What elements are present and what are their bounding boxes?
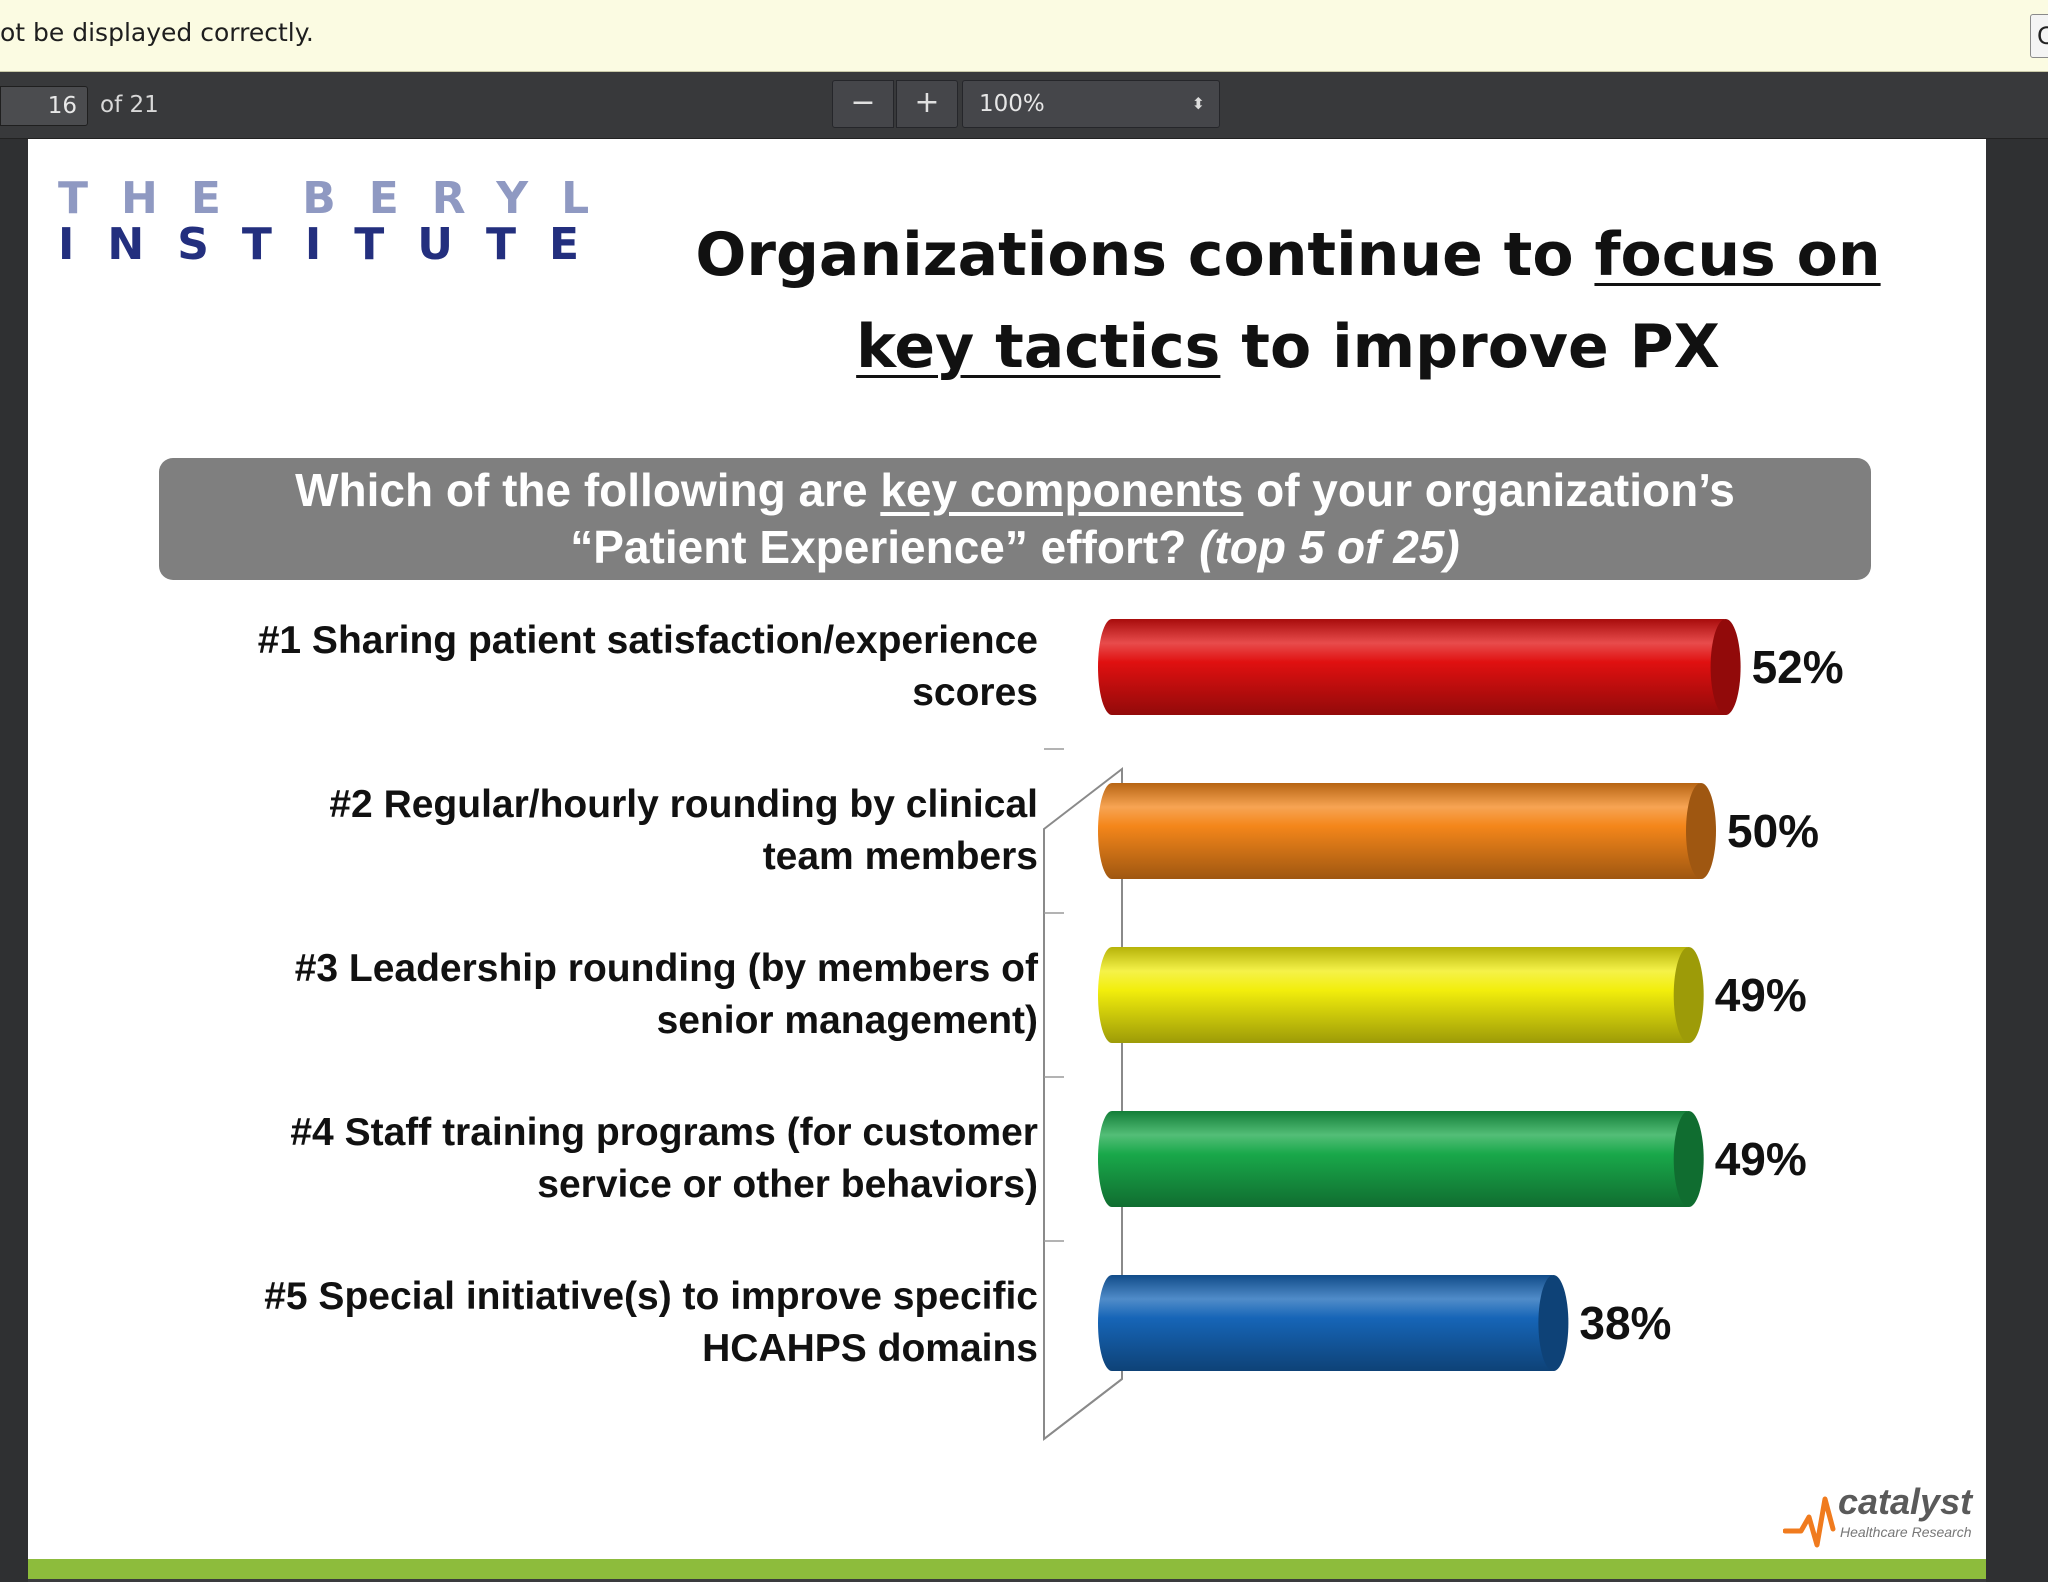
title-text-2: to improve PX: [1220, 312, 1720, 382]
chart-bar: [1098, 783, 1713, 879]
bar-chart: 52% 50% 49% 49% 38% #1 Sharing patient satis…: [28, 609, 1986, 1489]
category-label-line: scores: [912, 671, 1038, 714]
zoom-value: 100%: [979, 91, 1045, 117]
chart-bar: [1098, 1275, 1566, 1371]
viewer-right-gutter: [1986, 139, 2048, 1582]
pdf-toolbar: 16 of 21 − + 100% ⬍: [0, 72, 2048, 139]
catalyst-logo-subtext: Healthcare Research: [1840, 1524, 1972, 1540]
viewer-left-gutter: [0, 139, 28, 1582]
category-label-line: HCAHPS domains: [702, 1327, 1038, 1370]
category-label: #2 Regular/hourly rounding by clinical te…: [88, 779, 1038, 883]
chart-bar-cap: [1538, 1275, 1569, 1371]
data-label: 49%: [1715, 969, 1807, 1021]
category-label: #4 Staff training programs (for customer…: [88, 1107, 1038, 1211]
zoom-select[interactable]: 100% ⬍: [962, 80, 1220, 128]
data-label: 52%: [1752, 641, 1844, 693]
category-label-line: team members: [762, 835, 1038, 878]
category-label-line: #1 Sharing patient satisfaction/experien…: [257, 619, 1038, 662]
survey-question-box: Which of the following are key component…: [159, 458, 1871, 580]
data-label: 38%: [1579, 1297, 1671, 1349]
zoom-out-button[interactable]: −: [832, 80, 894, 128]
question-text-3: “Patient Experience” effort?: [570, 521, 1200, 573]
slide-title: Organizations continue to focus on key t…: [628, 209, 1948, 393]
catalyst-logo-icon: [1783, 1496, 1836, 1548]
page-number-input[interactable]: 16: [0, 86, 88, 126]
question-underlined-text: key components: [880, 464, 1244, 516]
notification-bar: ot be displayed correctly. C: [0, 0, 2048, 72]
category-label: #5 Special initiative(s) to improve spec…: [88, 1271, 1038, 1375]
data-label: 50%: [1727, 805, 1819, 857]
title-text-1: Organizations continue to: [695, 220, 1595, 290]
bar-chart-svg: 52% 50% 49% 49% 38%: [1043, 619, 1844, 1442]
footer-accent-bar: [28, 1559, 1986, 1579]
question-italic-text: (top 5 of 25): [1199, 521, 1460, 573]
category-label-line: senior management): [656, 999, 1038, 1042]
logo-line-1: THE BERYL: [58, 173, 623, 224]
category-label: #1 Sharing patient satisfaction/experien…: [88, 615, 1038, 719]
logo-line-2: INSTITUTE: [58, 219, 613, 270]
category-label-line: #5 Special initiative(s) to improve spec…: [264, 1275, 1038, 1318]
data-label: 49%: [1715, 1133, 1807, 1185]
notification-text: ot be displayed correctly.: [0, 18, 314, 47]
pdf-page: THE BERYL INSTITUTE Organizations contin…: [28, 139, 1986, 1579]
catalyst-logo-text: catalyst: [1838, 1481, 1973, 1522]
chart-bar: [1098, 619, 1738, 715]
category-label-line: #3 Leadership rounding (by members of: [294, 947, 1038, 990]
axis-floor-edge: [1043, 1378, 1123, 1440]
select-arrows-icon: ⬍: [1191, 94, 1205, 113]
chart-bar-cap: [1710, 619, 1741, 715]
question-text-1: Which of the following are: [295, 464, 881, 516]
category-label-line: #4 Staff training programs (for customer: [290, 1111, 1038, 1154]
category-label-line: service or other behaviors): [537, 1163, 1038, 1206]
title-underlined-text: focus on key tactics: [856, 220, 1881, 382]
zoom-in-button[interactable]: +: [896, 80, 958, 128]
chart-bar: [1098, 1111, 1701, 1207]
notification-button[interactable]: C: [2030, 14, 2048, 58]
question-text-2: of your organization’s: [1243, 464, 1735, 516]
chart-bar-cap: [1673, 1111, 1704, 1207]
page-count-label: of 21: [100, 92, 159, 118]
chart-bar-cap: [1673, 947, 1704, 1043]
chart-bar-cap: [1686, 783, 1716, 879]
category-label: #3 Leadership rounding (by members of sen…: [88, 943, 1038, 1047]
category-label-line: #2 Regular/hourly rounding by clinical: [329, 783, 1038, 826]
chart-bar: [1098, 947, 1701, 1043]
